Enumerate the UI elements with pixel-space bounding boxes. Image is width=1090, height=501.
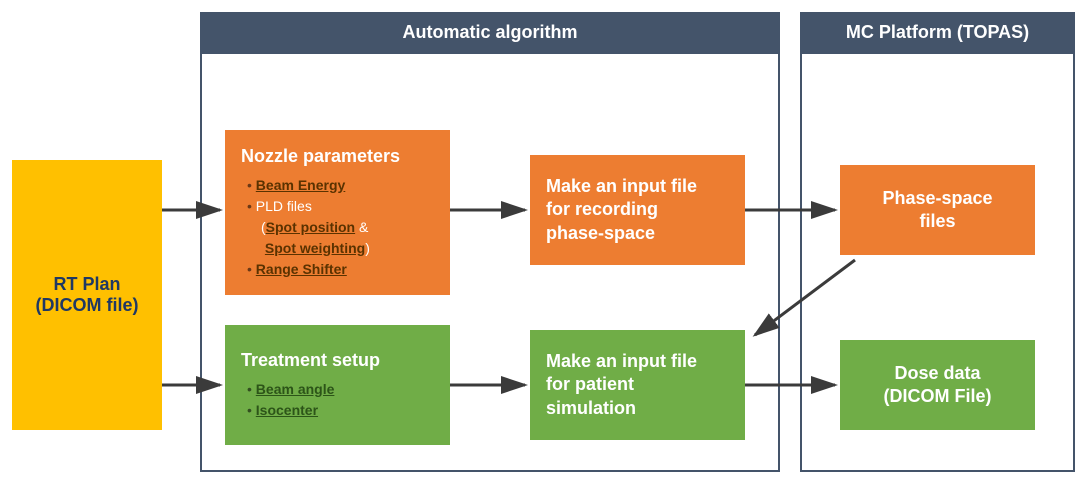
box-nozzle-parameters: Nozzle parameters Beam Energy PLD files … bbox=[225, 130, 450, 295]
box-dose-data: Dose data (DICOM File) bbox=[840, 340, 1035, 430]
make-patient-l3: simulation bbox=[546, 397, 729, 420]
nozzle-item-range-shifter: Range Shifter bbox=[256, 261, 347, 277]
phase-files-l1: Phase-space bbox=[882, 187, 992, 210]
nozzle-pld-close: ) bbox=[365, 240, 370, 256]
make-phase-l3: phase-space bbox=[546, 222, 729, 245]
nozzle-title: Nozzle parameters bbox=[241, 146, 434, 167]
treatment-list: Beam angle Isocenter bbox=[241, 379, 434, 421]
treatment-item-isocenter: Isocenter bbox=[256, 402, 318, 418]
box-phase-space-files: Phase-space files bbox=[840, 165, 1035, 255]
treatment-title: Treatment setup bbox=[241, 350, 434, 371]
box-make-patient-sim: Make an input file for patient simulatio… bbox=[530, 330, 745, 440]
rt-plan-line1: RT Plan bbox=[22, 274, 152, 295]
header-automatic-algorithm: Automatic algorithm bbox=[200, 12, 780, 52]
nozzle-item-beam-energy: Beam Energy bbox=[256, 177, 345, 193]
make-patient-l1: Make an input file bbox=[546, 350, 729, 373]
make-phase-l2: for recording bbox=[546, 198, 729, 221]
treatment-item-beam-angle: Beam angle bbox=[256, 381, 335, 397]
make-patient-l2: for patient bbox=[546, 373, 729, 396]
dose-l1: Dose data bbox=[884, 362, 992, 385]
make-phase-l1: Make an input file bbox=[546, 175, 729, 198]
nozzle-list: Beam Energy PLD files (Spot position & S… bbox=[241, 175, 434, 280]
nozzle-pld-amp: & bbox=[355, 219, 368, 235]
box-rt-plan: RT Plan (DICOM file) bbox=[12, 160, 162, 430]
box-treatment-setup: Treatment setup Beam angle Isocenter bbox=[225, 325, 450, 445]
phase-files-l2: files bbox=[882, 210, 992, 233]
dose-l2: (DICOM File) bbox=[884, 385, 992, 408]
rt-plan-line2: (DICOM file) bbox=[22, 295, 152, 316]
header-mc-platform: MC Platform (TOPAS) bbox=[800, 12, 1075, 52]
box-make-phase-space: Make an input file for recording phase-s… bbox=[530, 155, 745, 265]
nozzle-pld-spot-weighting: Spot weighting bbox=[265, 240, 365, 256]
nozzle-pld-spot-position: Spot position bbox=[266, 219, 355, 235]
nozzle-item-pld: PLD files bbox=[256, 198, 312, 214]
